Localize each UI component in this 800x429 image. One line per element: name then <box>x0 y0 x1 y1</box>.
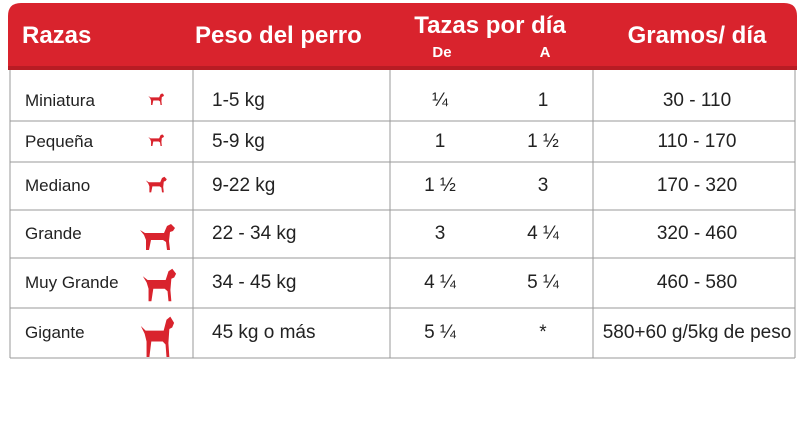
table-cell: 1 <box>434 130 446 152</box>
table-cell: 9-22 kg <box>212 175 276 196</box>
table-cell: 30 - 110 <box>662 89 732 111</box>
table-cell: Gigante <box>25 323 85 342</box>
table-cell: 34 - 45 kg <box>212 272 297 293</box>
table-cell: Miniatura <box>25 90 95 110</box>
table-cell: 22 - 34 kg <box>212 223 297 244</box>
table-cell: 110 - 170 <box>657 130 737 152</box>
header-cell: Razas <box>22 22 92 49</box>
table-cell: Muy Grande <box>25 273 119 292</box>
table-cell: 170 - 320 <box>656 175 738 196</box>
table-cell: * <box>539 322 547 343</box>
header-cell: Peso del perro <box>195 22 362 49</box>
table-cell: 1 <box>537 89 549 111</box>
table-cell: 5 ¼ <box>527 272 559 293</box>
header-cell: Gramos/ día <box>627 22 767 49</box>
header-subcell: De <box>432 44 452 61</box>
table-cell: 4 ¼ <box>527 223 559 244</box>
header-cell: Tazas por día <box>414 12 566 39</box>
table-cell: 3 <box>434 223 446 244</box>
table-cell: Mediano <box>25 176 91 195</box>
header-edge <box>8 66 797 70</box>
table-cell: Grande <box>25 224 82 243</box>
dog-icons <box>140 93 177 357</box>
table-cell: 580+60 g/5kg de peso <box>602 322 792 343</box>
table-cell: 1 ½ <box>424 175 456 196</box>
header-bar <box>8 3 797 70</box>
table-cell: ¼ <box>432 89 448 111</box>
table-cell: 5-9 kg <box>212 130 265 152</box>
table-cell: 320 - 460 <box>656 223 738 244</box>
table-cell: 4 ¼ <box>424 272 456 293</box>
table-cell: 5 ¼ <box>424 322 456 343</box>
table-cell: 1-5 kg <box>212 89 265 111</box>
grid <box>9 70 796 359</box>
table-cell: 460 - 580 <box>656 272 738 293</box>
table-cell: Pequeña <box>25 131 94 151</box>
table-cell: 3 <box>537 175 549 196</box>
header-subcell: A <box>539 44 551 61</box>
table-cell: 45 kg o más <box>212 322 316 343</box>
table-cell: 1 ½ <box>527 130 559 152</box>
